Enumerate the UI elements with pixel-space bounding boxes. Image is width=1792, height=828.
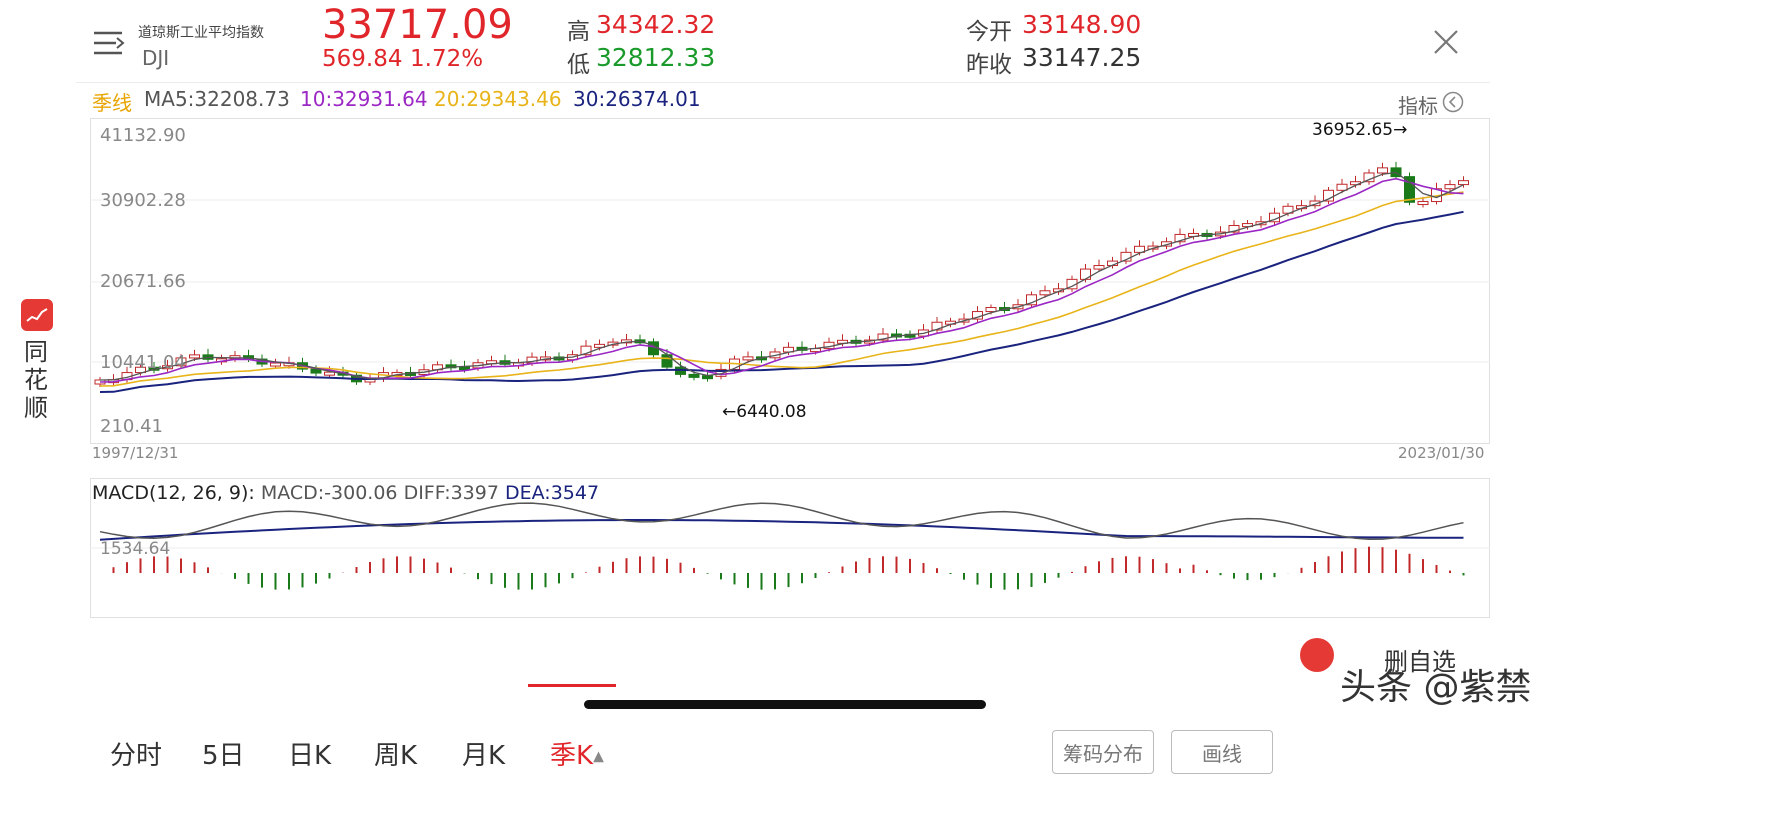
candle <box>1228 225 1240 233</box>
candle <box>742 356 754 361</box>
prev-close-value: 33147.25 <box>1022 43 1142 72</box>
macd-y-tick: 1534.64 <box>100 539 170 559</box>
indicator-label: 指标 <box>1398 94 1438 118</box>
tab-quarter-k[interactable]: 季K▲ <box>550 735 604 772</box>
index-code: DJI <box>142 46 170 70</box>
ma5-line <box>99 171 1464 381</box>
price-change: 569.84 <box>322 46 403 72</box>
candle <box>1404 176 1415 203</box>
ma10-value: 10:32931.64 <box>300 87 428 111</box>
kline-chart-svg: 41132.90 30902.28 20671.66 10441.04 210.… <box>90 118 1490 444</box>
ma30-value: 30:26374.01 <box>573 87 701 111</box>
low-label: 低 <box>567 52 590 78</box>
watermark: 头条 @紫禁 <box>1340 667 1532 708</box>
current-price: 33717.09 <box>322 2 513 48</box>
diff-line <box>99 502 1464 541</box>
candle <box>1161 241 1172 247</box>
y-tick-5: 210.41 <box>100 416 163 437</box>
draw-button[interactable]: 画线 <box>1171 730 1273 774</box>
price-change-pct: 1.72% <box>410 46 484 72</box>
prev-close-label: 昨收 <box>966 52 1012 78</box>
candle <box>1309 200 1321 207</box>
ma10-line <box>99 177 1464 383</box>
header-divider <box>76 82 1490 83</box>
min-annotation: ←6440.08 <box>722 402 807 422</box>
dea-value: DEA:3547 <box>505 482 600 504</box>
kline-chart[interactable]: 41132.90 30902.28 20671.66 10441.04 210.… <box>90 118 1490 444</box>
high-label: 高 <box>567 19 590 45</box>
ma-period: 季线 <box>92 91 132 115</box>
tab-week-k[interactable]: 周K <box>374 741 418 771</box>
candle <box>189 354 200 359</box>
ma30-line <box>99 210 1464 393</box>
candle <box>1336 183 1348 191</box>
tab-month-k[interactable]: 月K <box>462 741 506 771</box>
candle <box>1458 180 1469 186</box>
open-value: 33148.90 <box>1022 10 1142 39</box>
candle <box>1026 294 1037 306</box>
macd-chart[interactable]: 1534.64 <box>90 478 1490 618</box>
indicator-button[interactable]: 指标 <box>1398 90 1464 119</box>
diff-value: DIFF:3397 <box>403 482 499 504</box>
y-tick-1: 41132.90 <box>100 125 186 146</box>
tab-day-k[interactable]: 日K <box>288 741 332 771</box>
candle <box>1417 201 1429 206</box>
start-date: 1997/12/31 <box>92 444 179 462</box>
y-tick-2: 30902.28 <box>100 190 186 211</box>
chips-button[interactable]: 筹码分布 <box>1052 730 1154 774</box>
dea-line <box>99 519 1464 541</box>
candle <box>324 371 335 376</box>
close-icon[interactable] <box>1432 28 1460 56</box>
candle <box>877 333 889 341</box>
open-label: 今开 <box>966 19 1012 45</box>
candle <box>1039 290 1051 296</box>
app-name: 同花顺 <box>24 338 48 422</box>
candle <box>688 373 700 378</box>
macd-chart-svg: 1534.64 <box>90 478 1490 618</box>
macd-value: MACD:-300.06 <box>260 482 398 504</box>
y-tick-3: 20671.66 <box>100 271 186 292</box>
end-date: 2023/01/30 <box>1398 444 1485 462</box>
candle <box>1377 167 1388 174</box>
index-name: 道琼斯工业平均指数 <box>138 25 264 41</box>
y-tick-4: 10441.04 <box>100 352 186 373</box>
app-logo-icon[interactable] <box>21 299 53 331</box>
candle <box>1134 245 1145 253</box>
home-indicator <box>584 700 986 709</box>
macd-params: MACD(12, 26, 9): <box>92 482 255 504</box>
active-tab-indicator <box>528 684 616 687</box>
low-value: 32812.33 <box>596 43 716 72</box>
candle <box>1174 233 1186 243</box>
candle <box>1093 265 1105 270</box>
candle <box>1444 184 1456 190</box>
candle <box>580 345 592 356</box>
remove-watchlist-button[interactable]: 删自选 <box>1384 648 1456 676</box>
record-icon[interactable] <box>1300 638 1334 672</box>
candle <box>1363 172 1375 183</box>
tab-quarter-k-label: 季K <box>550 741 594 771</box>
ma20-value: 20:29343.46 <box>434 87 562 111</box>
chevron-left-icon <box>1442 91 1464 118</box>
ma20-line <box>99 191 1464 387</box>
tab-fenshi[interactable]: 分时 <box>110 741 163 771</box>
candle <box>270 362 281 367</box>
candle <box>594 343 605 348</box>
menu-icon[interactable] <box>92 28 126 58</box>
candle <box>985 307 997 313</box>
ma5-value: MA5:32208.73 <box>144 87 290 111</box>
tab-5day[interactable]: 5日 <box>202 741 245 771</box>
high-value: 34342.32 <box>596 10 716 39</box>
max-annotation: 36952.65→ <box>1312 120 1407 140</box>
macd-title: MACD(12, 26, 9): MACD:-300.06 DIFF:3397 … <box>92 482 599 504</box>
caret-up-icon: ▲ <box>593 748 604 765</box>
